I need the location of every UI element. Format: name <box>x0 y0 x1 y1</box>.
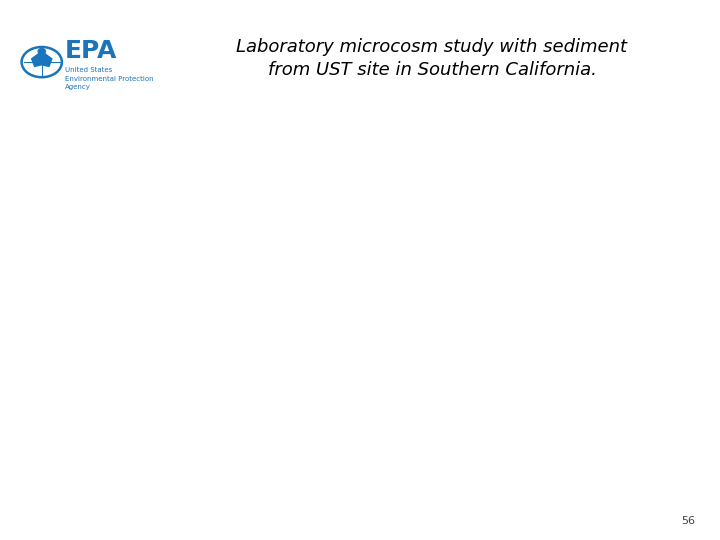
Text: 56: 56 <box>681 516 695 526</box>
Text: EPA: EPA <box>65 39 117 63</box>
Polygon shape <box>32 51 52 66</box>
Text: Laboratory microcosm study with sediment
from UST site in Southern California.: Laboratory microcosm study with sediment… <box>236 38 628 79</box>
Text: United States
Environmental Protection
Agency: United States Environmental Protection A… <box>65 68 153 91</box>
Circle shape <box>38 49 45 54</box>
